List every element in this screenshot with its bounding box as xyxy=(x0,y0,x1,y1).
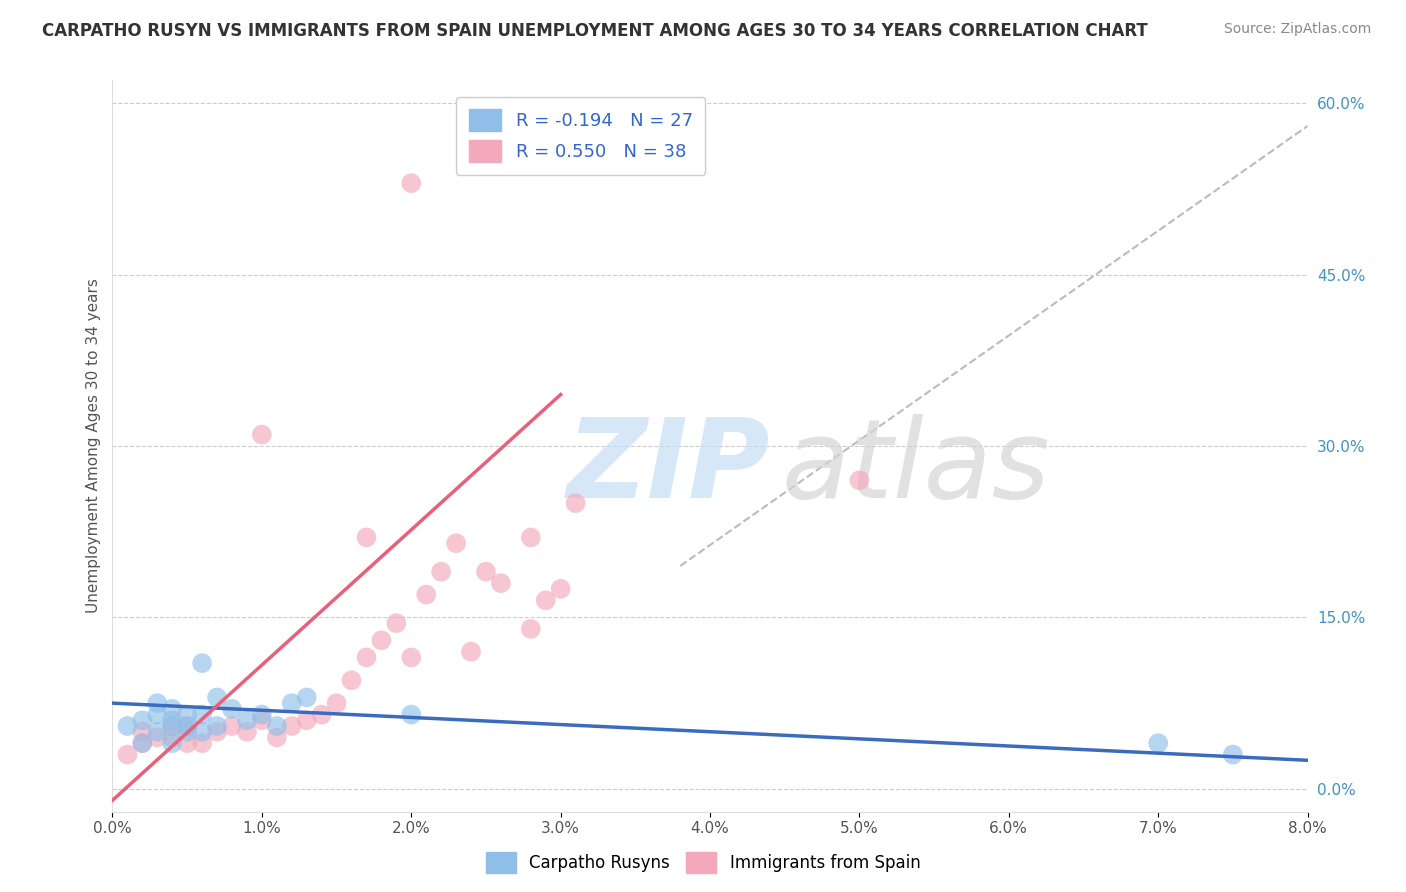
Point xyxy=(475,565,498,579)
Point xyxy=(117,747,139,762)
Point xyxy=(162,719,183,733)
Point xyxy=(131,736,153,750)
Y-axis label: Unemployment Among Ages 30 to 34 years: Unemployment Among Ages 30 to 34 years xyxy=(86,278,101,614)
Point xyxy=(146,707,169,722)
Point xyxy=(295,714,318,728)
Text: atlas: atlas xyxy=(782,415,1050,522)
Point xyxy=(162,731,183,745)
Point xyxy=(131,724,153,739)
Point xyxy=(460,645,482,659)
Point xyxy=(221,719,243,733)
Point xyxy=(444,536,467,550)
Point xyxy=(250,714,273,728)
Point xyxy=(489,576,512,591)
Point xyxy=(176,719,198,733)
Point xyxy=(370,633,392,648)
Point xyxy=(162,719,183,733)
Point xyxy=(295,690,318,705)
Legend: Carpatho Rusyns, Immigrants from Spain: Carpatho Rusyns, Immigrants from Spain xyxy=(479,846,927,880)
Point xyxy=(191,736,214,750)
Point xyxy=(340,673,363,688)
Point xyxy=(176,736,198,750)
Point xyxy=(1222,747,1244,762)
Point xyxy=(131,736,153,750)
Point xyxy=(520,530,543,544)
Point xyxy=(356,530,378,544)
Text: Source: ZipAtlas.com: Source: ZipAtlas.com xyxy=(1223,22,1371,37)
Point xyxy=(236,714,259,728)
Point xyxy=(176,719,198,733)
Point xyxy=(250,707,273,722)
Point xyxy=(311,707,333,722)
Legend: R = -0.194   N = 27, R = 0.550   N = 38: R = -0.194 N = 27, R = 0.550 N = 38 xyxy=(456,96,706,175)
Point xyxy=(281,719,304,733)
Point xyxy=(117,719,139,733)
Point xyxy=(205,724,228,739)
Point xyxy=(176,724,198,739)
Point xyxy=(162,736,183,750)
Point xyxy=(146,696,169,710)
Text: CARPATHO RUSYN VS IMMIGRANTS FROM SPAIN UNEMPLOYMENT AMONG AGES 30 TO 34 YEARS C: CARPATHO RUSYN VS IMMIGRANTS FROM SPAIN … xyxy=(42,22,1147,40)
Point xyxy=(250,427,273,442)
Point xyxy=(146,724,169,739)
Point xyxy=(281,696,304,710)
Point xyxy=(550,582,572,596)
Point xyxy=(401,707,423,722)
Point xyxy=(176,707,198,722)
Point xyxy=(415,588,437,602)
Point xyxy=(205,690,228,705)
Point xyxy=(191,656,214,670)
Point xyxy=(520,622,543,636)
Point xyxy=(325,696,347,710)
Point xyxy=(1147,736,1170,750)
Point xyxy=(131,714,153,728)
Point xyxy=(430,565,453,579)
Point xyxy=(356,650,378,665)
Point xyxy=(401,176,423,190)
Point xyxy=(385,616,408,631)
Point xyxy=(848,473,870,487)
Point xyxy=(191,724,214,739)
Point xyxy=(191,707,214,722)
Point xyxy=(205,719,228,733)
Point xyxy=(162,714,183,728)
Point xyxy=(564,496,586,510)
Point xyxy=(221,702,243,716)
Text: ZIP: ZIP xyxy=(567,415,770,522)
Point xyxy=(162,702,183,716)
Point xyxy=(236,724,259,739)
Point xyxy=(266,731,288,745)
Point xyxy=(534,593,557,607)
Point xyxy=(146,731,169,745)
Point xyxy=(266,719,288,733)
Point xyxy=(401,650,423,665)
